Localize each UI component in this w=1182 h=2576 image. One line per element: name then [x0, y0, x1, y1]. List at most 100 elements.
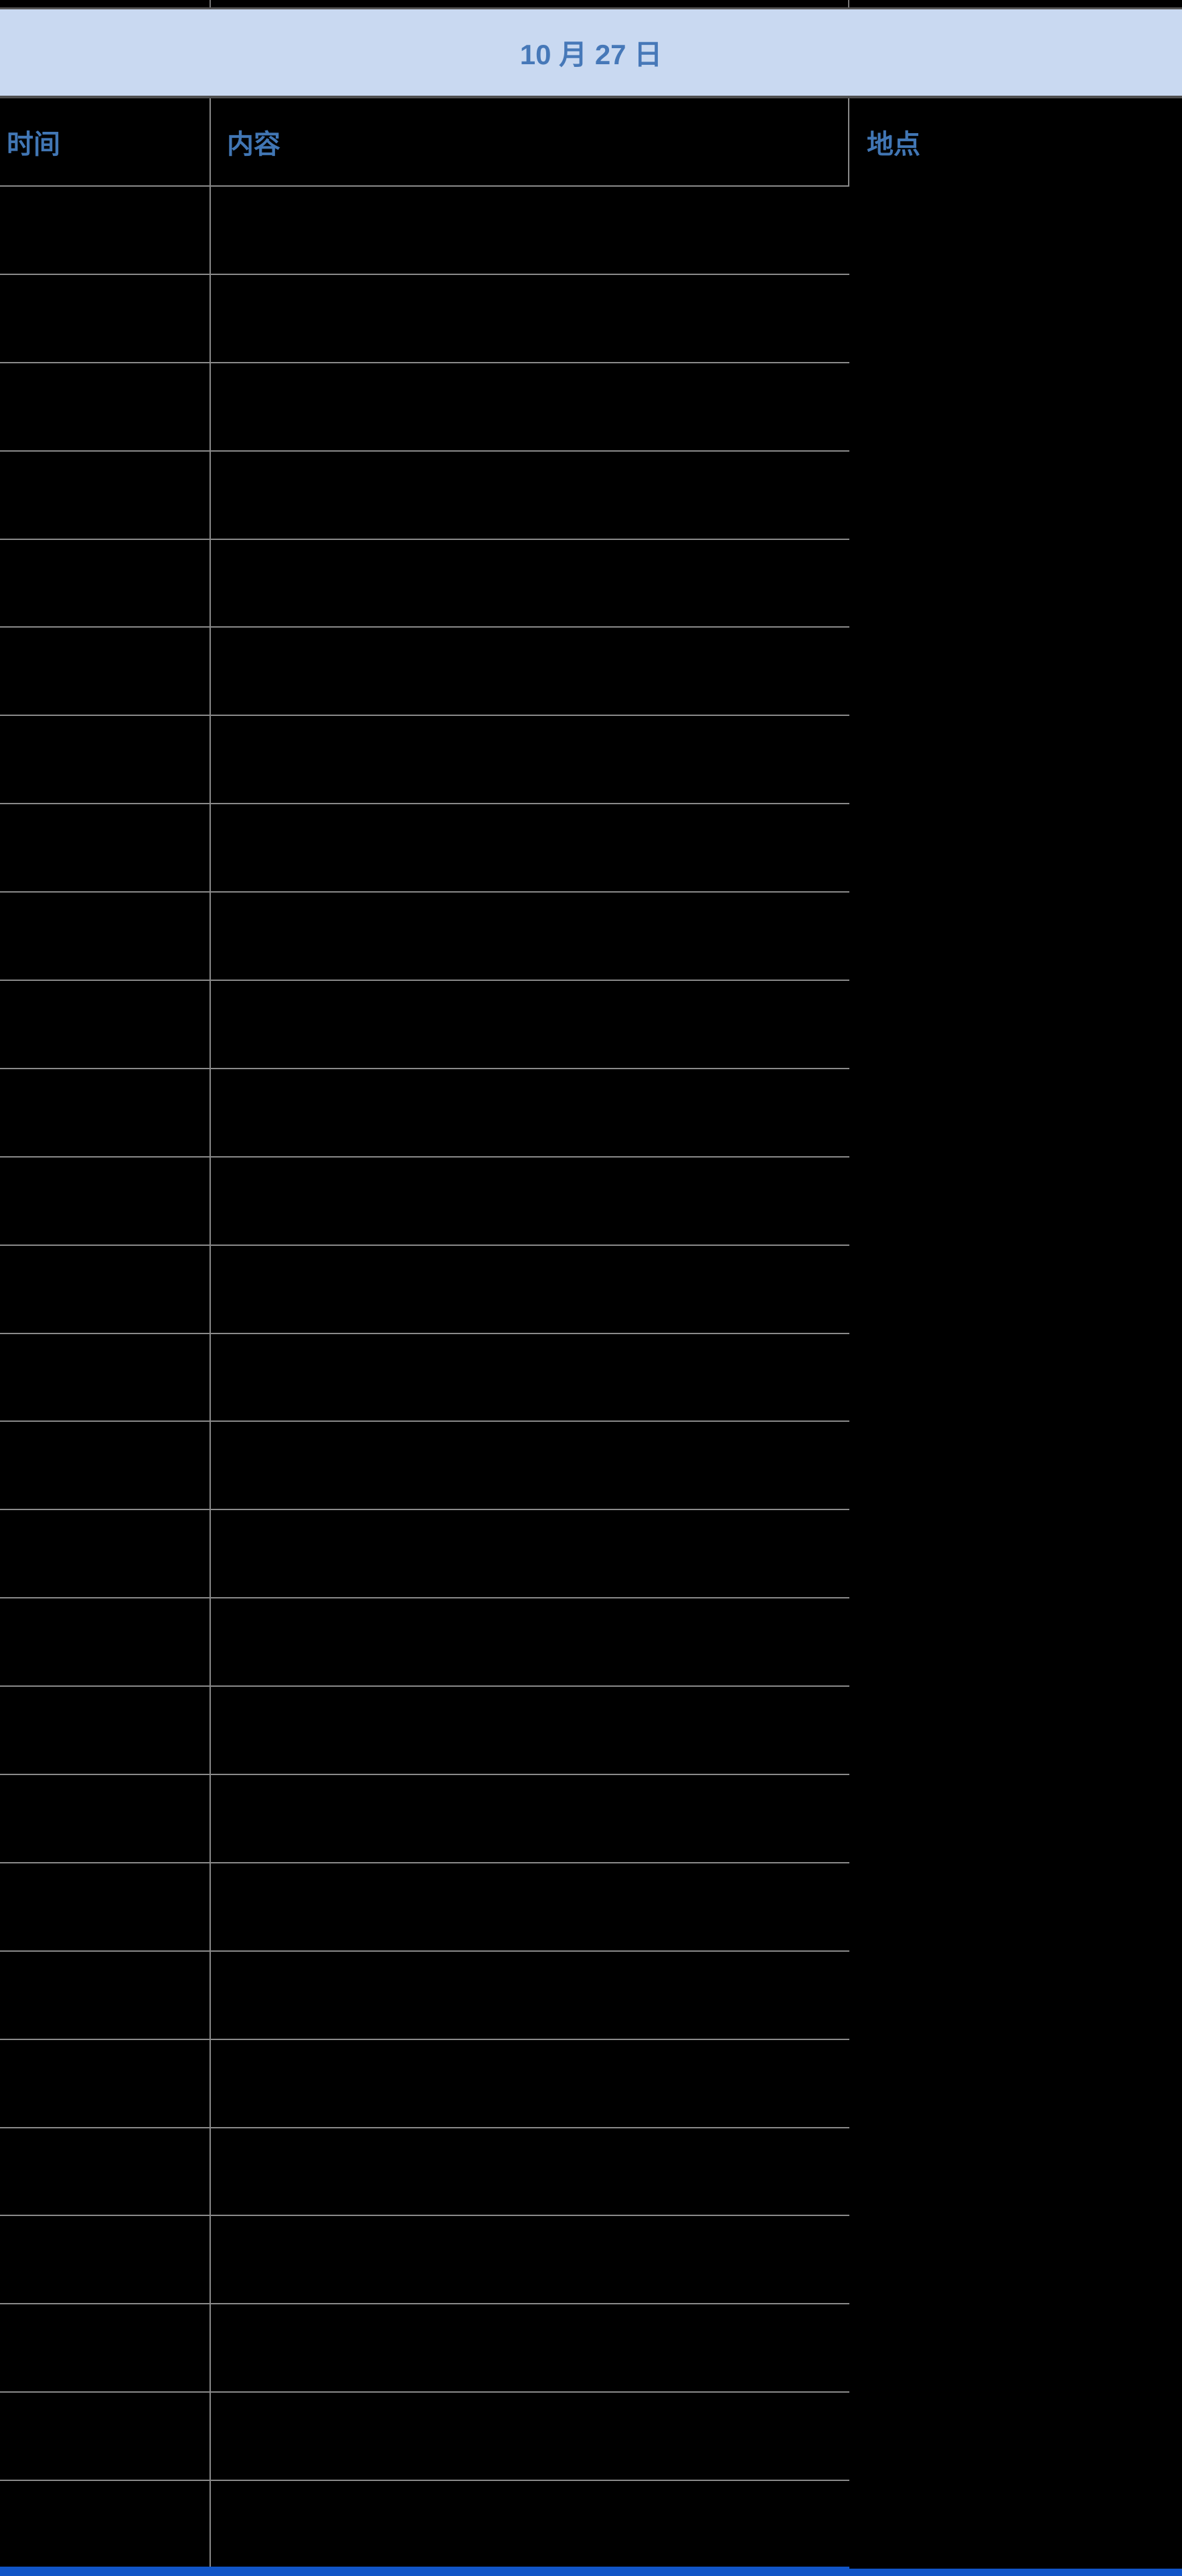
cell-location[interactable]	[849, 1862, 1182, 1950]
cell-time[interactable]	[0, 2215, 211, 2303]
cell-time[interactable]	[0, 1509, 211, 1597]
table-body	[0, 185, 1182, 2567]
header-cell-time[interactable]: 时间	[0, 98, 211, 185]
cell-location[interactable]	[849, 450, 1182, 539]
table-row	[0, 626, 1182, 715]
header-cell-content[interactable]: 内容	[211, 98, 849, 185]
cell-content[interactable]	[211, 980, 849, 1068]
cell-time[interactable]	[0, 1685, 211, 1774]
table-row	[0, 1332, 1182, 1421]
cell-time[interactable]	[0, 2480, 211, 2567]
cell-location[interactable]	[849, 980, 1182, 1068]
cell-location[interactable]	[849, 2215, 1182, 2303]
cell-location[interactable]	[849, 2039, 1182, 2127]
cell-time[interactable]	[0, 1244, 211, 1333]
table-row	[0, 1509, 1182, 1597]
cell-content[interactable]	[211, 273, 849, 362]
cell-location[interactable]	[849, 2303, 1182, 2391]
cell-time[interactable]	[0, 361, 211, 450]
cell-location[interactable]	[849, 891, 1182, 980]
cell-time[interactable]	[0, 1861, 211, 1950]
cell-location[interactable]	[849, 1950, 1182, 2039]
cell-content[interactable]	[211, 2215, 849, 2303]
cell-time[interactable]	[0, 715, 211, 803]
cell-time[interactable]	[0, 185, 211, 274]
cell-time[interactable]	[0, 273, 211, 362]
table-row	[0, 2126, 1182, 2215]
bottom-blue-bar	[0, 2567, 849, 2576]
cell-content[interactable]	[211, 538, 849, 627]
cell-location[interactable]	[849, 1333, 1182, 1421]
cell-time[interactable]	[0, 1597, 211, 1685]
cell-time[interactable]	[0, 626, 211, 715]
header-cell-location[interactable]: 地点	[849, 98, 1182, 185]
cell-content[interactable]	[211, 1420, 849, 1509]
cell-time[interactable]	[0, 2391, 211, 2480]
table-row	[0, 2391, 1182, 2480]
table-row	[0, 185, 1182, 274]
cell-location[interactable]	[849, 1509, 1182, 1597]
cell-content[interactable]	[211, 1774, 849, 1862]
cell-location[interactable]	[849, 185, 1182, 274]
header-label-time: 时间	[7, 130, 60, 159]
cell-content[interactable]	[211, 1685, 849, 1774]
cell-time[interactable]	[0, 1156, 211, 1245]
cell-location[interactable]	[849, 539, 1182, 627]
cell-content[interactable]	[211, 185, 849, 274]
cell-content[interactable]	[211, 2480, 849, 2567]
cell-location[interactable]	[849, 1597, 1182, 1685]
cell-time[interactable]	[0, 1950, 211, 2039]
cell-time[interactable]	[0, 1067, 211, 1156]
cell-content[interactable]	[211, 891, 849, 980]
cell-location[interactable]	[849, 1245, 1182, 1333]
cell-time[interactable]	[0, 2303, 211, 2391]
cell-location[interactable]	[849, 274, 1182, 362]
cell-time[interactable]	[0, 1420, 211, 1509]
cell-location[interactable]	[849, 2480, 1182, 2567]
cell-time[interactable]	[0, 2038, 211, 2127]
cell-location[interactable]	[849, 362, 1182, 450]
cell-location[interactable]	[849, 1774, 1182, 1862]
cell-location[interactable]	[849, 1420, 1182, 1509]
cell-time[interactable]	[0, 980, 211, 1068]
cell-location[interactable]	[849, 1068, 1182, 1156]
cell-content[interactable]	[211, 1597, 849, 1685]
cell-location[interactable]	[849, 626, 1182, 715]
cell-content[interactable]	[211, 1156, 849, 1245]
cell-time[interactable]	[0, 538, 211, 627]
content-location-column-divider	[848, 98, 849, 187]
cell-time[interactable]	[0, 891, 211, 980]
cell-content[interactable]	[211, 626, 849, 715]
cell-time[interactable]	[0, 1332, 211, 1421]
cell-location[interactable]	[849, 2391, 1182, 2480]
cell-time[interactable]	[0, 1774, 211, 1862]
cell-content[interactable]	[211, 361, 849, 450]
cell-content[interactable]	[211, 803, 849, 891]
cell-content[interactable]	[211, 1332, 849, 1421]
column-divider-stub	[209, 0, 211, 7]
table-row	[0, 361, 1182, 450]
cell-content[interactable]	[211, 1509, 849, 1597]
cell-content[interactable]	[211, 2391, 849, 2480]
cell-content[interactable]	[211, 2126, 849, 2215]
cell-location[interactable]	[849, 2127, 1182, 2215]
cell-content[interactable]	[211, 715, 849, 803]
cell-location[interactable]	[849, 1685, 1182, 1774]
cell-time[interactable]	[0, 803, 211, 891]
cell-content[interactable]	[211, 2038, 849, 2127]
cell-location[interactable]	[849, 803, 1182, 891]
cell-content[interactable]	[211, 450, 849, 539]
cell-time[interactable]	[0, 2126, 211, 2215]
cell-content[interactable]	[211, 2303, 849, 2391]
cell-location[interactable]	[849, 715, 1182, 803]
previous-row-remnant	[0, 0, 1182, 7]
cell-content[interactable]	[211, 1244, 849, 1333]
cell-location[interactable]	[849, 1156, 1182, 1245]
date-banner-cell[interactable]: 10 月 27 日	[0, 9, 1182, 96]
cell-time[interactable]	[0, 450, 211, 539]
bottom-blue-bar	[849, 2569, 1182, 2576]
cell-content[interactable]	[211, 1950, 849, 2039]
cell-content[interactable]	[211, 1067, 849, 1156]
cell-content[interactable]	[211, 1861, 849, 1950]
table-row	[0, 1685, 1182, 1774]
